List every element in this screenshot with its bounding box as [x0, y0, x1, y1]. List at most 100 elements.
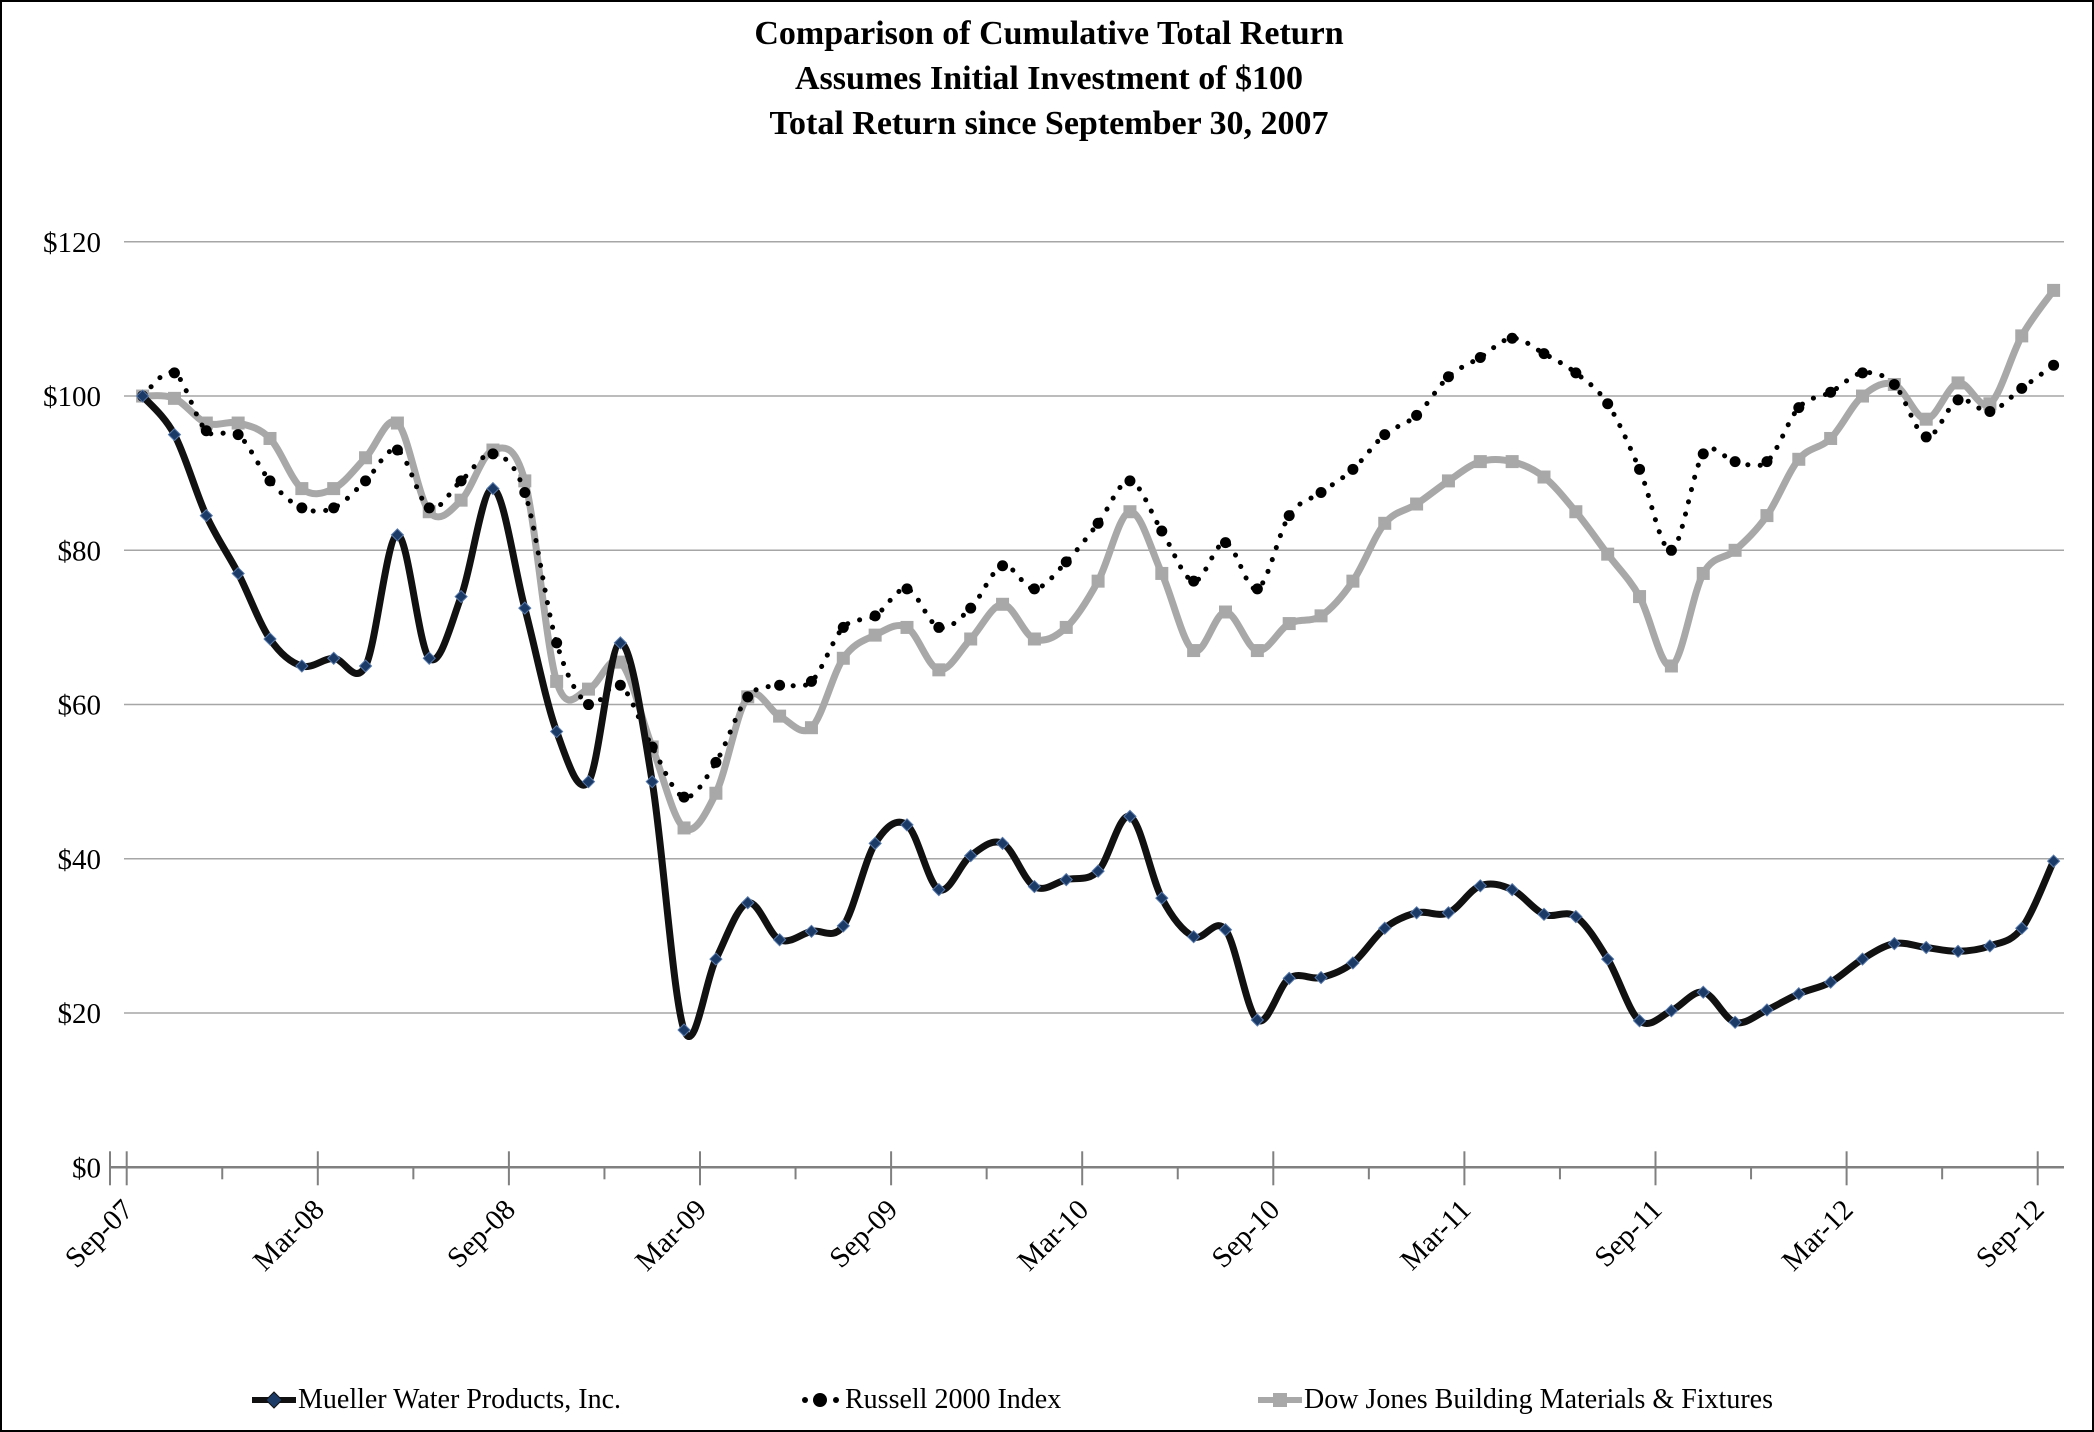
- dowjones-marker: [518, 474, 532, 488]
- mueller-marker: [199, 508, 214, 523]
- russell-marker: [455, 475, 467, 487]
- title-line-1: Comparison of Cumulative Total Return: [754, 15, 1344, 52]
- russell-marker: [264, 475, 276, 487]
- mueller-marker: [1218, 923, 1233, 937]
- mueller-marker: [677, 1023, 691, 1037]
- russell-series-line: [140, 335, 2057, 800]
- dowjones-marker: [996, 597, 1010, 611]
- russell-marker: [328, 502, 340, 514]
- mueller-marker: [1855, 952, 1870, 966]
- dowjones-marker: [1633, 590, 1647, 604]
- russell-marker: [1984, 405, 1996, 417]
- mueller-marker: [326, 651, 341, 665]
- dowjones-marker: [295, 482, 309, 496]
- russell-marker: [805, 675, 817, 687]
- dowjones-marker: [550, 674, 564, 688]
- y-axis-tick-label: $20: [58, 998, 102, 1030]
- russell-marker: [1092, 517, 1104, 529]
- mueller-marker: [1250, 1013, 1265, 1027]
- russell-marker: [1857, 367, 1868, 379]
- dowjones-marker: [1378, 516, 1392, 530]
- legend-item-mueller: Mueller Water Products, Inc.: [252, 1374, 621, 1426]
- dowjones-marker: [390, 416, 404, 430]
- russell-marker: [1761, 456, 1773, 468]
- russell-marker: [200, 425, 212, 437]
- russell-marker: [1283, 510, 1295, 522]
- dowjones-marker: [1696, 566, 1710, 580]
- legend-item-dowjones: Dow Jones Building Materials & Fixtures: [1258, 1374, 1773, 1426]
- y-axis-tick-label: $120: [43, 227, 101, 259]
- mueller-marker: [868, 836, 882, 851]
- russell-marker: [997, 560, 1009, 572]
- dowjones-marker: [900, 620, 914, 634]
- mueller-marker: [390, 528, 405, 542]
- mueller-marker: [1314, 970, 1328, 985]
- dowjones-marker: [1537, 470, 1551, 484]
- russell-marker: [965, 602, 977, 614]
- mueller-marker: [1091, 864, 1105, 878]
- russell-marker: [1920, 431, 1932, 443]
- mueller-marker: [1441, 906, 1456, 920]
- dowjones-marker: [1282, 617, 1296, 631]
- mueller-marker: [263, 632, 277, 646]
- dowjones-marker: [1123, 505, 1137, 519]
- russell-marker: [1060, 556, 1072, 568]
- x-axis-tick-label: Sep-08: [441, 1194, 522, 1275]
- y-axis-tick-label: $0: [72, 1152, 101, 1184]
- mueller-marker: [358, 659, 373, 673]
- russell-marker: [1952, 394, 1964, 406]
- russell-marker: [1188, 575, 1200, 587]
- mueller-marker: [1792, 987, 1806, 1001]
- russell-marker: [1634, 463, 1646, 475]
- mueller-marker: [167, 427, 182, 442]
- russell-marker: [1729, 456, 1741, 468]
- russell-marker: [1506, 332, 1518, 344]
- x-axis-tick-label: Mar-09: [629, 1194, 713, 1278]
- russell-marker: [837, 621, 849, 633]
- mueller-marker: [1155, 891, 1169, 905]
- mueller-marker: [1059, 872, 1073, 887]
- dowjones-marker: [1951, 376, 1965, 390]
- russell-marker: [678, 791, 690, 803]
- dowjones-marker: [1919, 412, 1933, 426]
- russell-marker: [551, 637, 563, 649]
- russell-marker: [519, 486, 531, 498]
- mueller-marker: [454, 589, 468, 604]
- mueller-marker: [1600, 952, 1615, 966]
- dowjones-marker: [454, 493, 468, 507]
- mueller-marker: [1378, 921, 1392, 935]
- mueller-marker: [1346, 956, 1360, 970]
- mueller-marker: [422, 651, 436, 665]
- dowjones-marker: [263, 431, 277, 445]
- mueller-marker: [549, 724, 564, 739]
- y-axis-tick-label: $80: [58, 535, 102, 567]
- mueller-marker: [1537, 907, 1551, 922]
- y-axis-tick-label: $60: [58, 690, 102, 722]
- mueller-marker: [1919, 940, 1933, 955]
- mueller-marker: [995, 836, 1010, 851]
- dowjones-marker: [1792, 452, 1806, 466]
- dowjones-marker: [836, 651, 850, 665]
- russell-marker: [710, 756, 722, 768]
- mueller-marker: [295, 659, 309, 673]
- dowjones-marker: [1760, 509, 1774, 523]
- russell-marker: [583, 699, 594, 711]
- russell-marker: [1570, 367, 1582, 379]
- russell-marker: [1697, 448, 1709, 460]
- mueller-marker: [1951, 944, 1965, 959]
- dowjones-marker: [327, 482, 341, 496]
- russell-marker: [1538, 348, 1550, 360]
- russell-marker: [774, 679, 786, 691]
- dowjones-marker: [1314, 609, 1328, 623]
- russell-marker: [487, 448, 499, 460]
- mueller-series-line: [139, 392, 2058, 1040]
- dowjones-marker: [1601, 547, 1615, 561]
- mueller-marker: [1569, 909, 1583, 924]
- mueller-marker: [1282, 971, 1296, 986]
- x-axis-tick-label: Sep-09: [823, 1194, 904, 1275]
- russell-marker: [1379, 429, 1391, 441]
- y-axis-tick-label: $40: [58, 844, 102, 876]
- mueller-marker: [1123, 809, 1137, 824]
